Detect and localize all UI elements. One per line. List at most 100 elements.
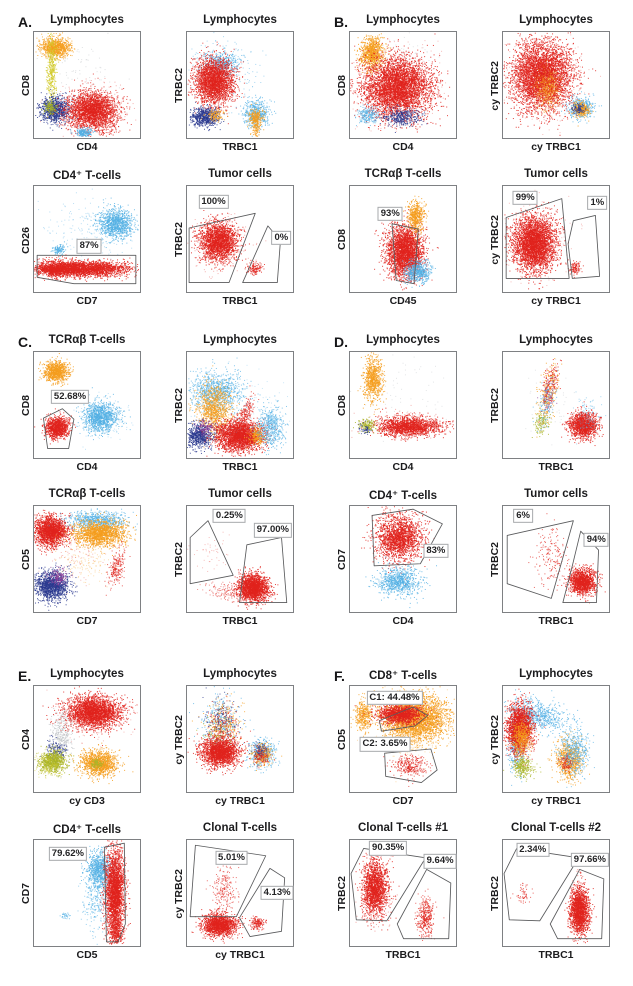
y-axis-label: CD8 — [19, 75, 32, 97]
panel-plot-grid: Lymphocytes CD4 cy CD3 Lymphocytes cy TRBC2 c… — [18, 668, 294, 964]
gate-percentage-label: C1: 44.48% — [366, 690, 423, 705]
gate-percentage-label: 99% — [512, 190, 538, 205]
y-axis-label: cy TRBC2 — [488, 61, 501, 111]
scatter-plot — [502, 685, 610, 793]
y-axis-label: cy TRBC2 — [172, 869, 185, 919]
plot-cell: CD8⁺ T-cells CD5 C1: 44.48% C2: 3.65% CD7 — [334, 668, 457, 810]
plot-cell: Lymphocytes TRBC2 TRBC1 — [487, 334, 610, 476]
scatter-canvas — [503, 686, 608, 791]
gate-percentage-label: 94% — [583, 532, 609, 548]
x-axis-label: CD7 — [76, 295, 98, 307]
gate-percentage-label: 9.64% — [423, 854, 457, 869]
x-axis-label: CD4 — [392, 461, 414, 473]
plot-title: Lymphocytes — [366, 14, 440, 26]
scatter-plot: 79.62% — [33, 839, 141, 947]
scatter-plot: 99% 1% — [502, 185, 610, 293]
y-axis-label: cy TRBC2 — [488, 215, 501, 265]
panel-c: C. TCRαβ T-cells CD8 52.68% CD4 Lymphocytes TR… — [4, 324, 316, 640]
plot-cell: Lymphocytes cy TRBC2 cy TRBC1 — [487, 668, 610, 810]
gate-percentage-label: 0% — [271, 230, 292, 246]
plot-title: Lymphocytes — [519, 14, 593, 26]
plot-title: Tumor cells — [208, 488, 272, 500]
plot-title: Tumor cells — [524, 488, 588, 500]
y-axis-label: CD8 — [335, 75, 348, 97]
panel-label: B. — [334, 14, 348, 30]
panel-label: F. — [334, 668, 345, 684]
panel-d: D. Lymphocytes CD8 CD4 Lymphocytes TRBC2 TRBC1… — [320, 324, 632, 640]
panel-plot-grid: Lymphocytes CD8 CD4 Lymphocytes TRBC2 TRBC1 CD… — [18, 14, 294, 310]
y-axis-label: TRBC2 — [488, 542, 501, 578]
gate-percentage-label: 5.01% — [215, 850, 248, 866]
plot-title: CD4⁺ T-cells — [368, 490, 438, 502]
plot-title: CD4⁺ T-cells — [52, 170, 122, 182]
panel-plot-grid: Lymphocytes CD8 CD4 Lymphocytes cy TRBC2 cy T… — [334, 14, 610, 310]
x-axis-label: CD4 — [76, 461, 98, 473]
gate-percentage-label: 2.34% — [516, 842, 550, 857]
scatter-plot — [349, 31, 457, 139]
plot-cell: Lymphocytes cy TRBC2 cy TRBC1 — [171, 668, 294, 810]
plot-title: Clonal T-cells #2 — [510, 822, 602, 834]
scatter-canvas — [34, 32, 139, 137]
y-axis-label: CD8 — [335, 395, 348, 417]
x-axis-label: CD4 — [392, 615, 414, 627]
y-axis-label: cy TRBC2 — [172, 715, 185, 765]
x-axis-label: CD5 — [76, 949, 98, 961]
scatter-canvas — [34, 686, 139, 791]
scatter-plot: 90.35% 9.64% — [349, 839, 457, 947]
x-axis-label: TRBC1 — [222, 461, 258, 473]
plot-cell: TCRαβ T-cells CD8 52.68% CD4 — [18, 334, 141, 476]
x-axis-label: CD7 — [392, 795, 414, 807]
y-axis-label: TRBC2 — [488, 388, 501, 424]
panel-label: E. — [18, 668, 32, 684]
plot-cell: Lymphocytes CD8 CD4 — [334, 334, 457, 476]
plot-cell: Tumor cells TRBC2 6% 94% TRBC1 — [487, 488, 610, 630]
x-axis-label: TRBC1 — [538, 461, 574, 473]
scatter-canvas — [503, 506, 608, 611]
y-axis-label: TRBC2 — [172, 222, 185, 258]
panel-a: A. Lymphocytes CD8 CD4 Lymphocytes TRBC2 TRBC1… — [4, 4, 316, 320]
x-axis-label: TRBC1 — [538, 949, 574, 961]
y-axis-label: TRBC2 — [172, 542, 185, 578]
plot-title: Clonal T-cells #1 — [357, 822, 449, 834]
scatter-plot: C1: 44.48% C2: 3.65% — [349, 685, 457, 793]
plot-cell: CD4⁺ T-cells CD7 83% CD4 — [334, 488, 457, 630]
scatter-canvas — [187, 352, 292, 457]
gate-percentage-label: 79.62% — [48, 846, 88, 861]
plot-cell: CD4⁺ T-cells CD26 87% CD7 — [18, 168, 141, 310]
gate-percentage-label: 0.25% — [212, 508, 246, 523]
x-axis-label: cy TRBC1 — [215, 949, 265, 961]
plot-title: Lymphocytes — [203, 334, 277, 346]
plot-cell: Clonal T-cells #1 TRBC2 90.35% 9.64% TRBC1 — [334, 822, 457, 964]
x-axis-label: TRBC1 — [222, 141, 258, 153]
plot-cell: Lymphocytes CD8 CD4 — [18, 14, 141, 156]
gate-percentage-label: 4.13% — [260, 885, 294, 901]
scatter-canvas — [187, 32, 292, 137]
panel-label: D. — [334, 334, 348, 350]
gate-percentage-label: 83% — [423, 543, 449, 558]
y-axis-label: cy TRBC2 — [488, 715, 501, 765]
plot-title: Tumor cells — [524, 168, 588, 180]
scatter-plot — [186, 351, 294, 459]
x-axis-label: CD4 — [76, 141, 98, 153]
scatter-plot: 5.01% 4.13% — [186, 839, 294, 947]
plot-cell: Lymphocytes TRBC2 TRBC1 — [171, 14, 294, 156]
y-axis-label: CD4 — [19, 729, 32, 751]
y-axis-label: TRBC2 — [172, 388, 185, 424]
panel-e: E. Lymphocytes CD4 cy CD3 Lymphocytes cy TRBC… — [4, 658, 316, 974]
x-axis-label: cy TRBC1 — [215, 795, 265, 807]
y-axis-label: TRBC2 — [172, 68, 185, 104]
x-axis-label: TRBC1 — [222, 615, 258, 627]
scatter-plot: 100% 0% — [186, 185, 294, 293]
y-axis-label: CD26 — [19, 226, 32, 254]
plot-title: Tumor cells — [208, 168, 272, 180]
scatter-canvas — [350, 186, 455, 291]
plot-title: Lymphocytes — [519, 334, 593, 346]
scatter-plot — [502, 31, 610, 139]
scatter-canvas — [187, 686, 292, 791]
x-axis-label: cy TRBC1 — [531, 295, 581, 307]
gate-percentage-label: 6% — [513, 508, 533, 523]
gate-percentage-label: 97.00% — [253, 523, 292, 538]
scatter-plot: 87% — [33, 185, 141, 293]
plot-title: CD8⁺ T-cells — [368, 670, 438, 682]
scatter-plot — [349, 351, 457, 459]
